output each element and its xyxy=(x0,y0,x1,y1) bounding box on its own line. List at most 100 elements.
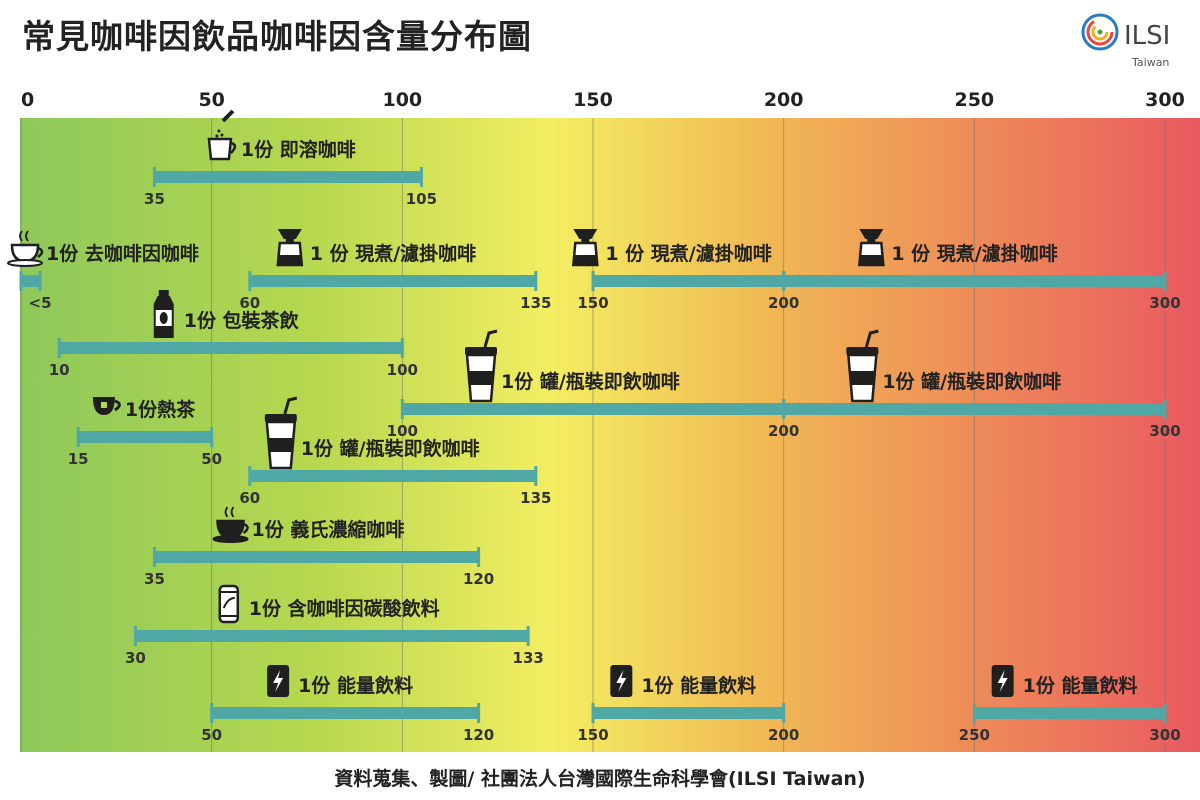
range-group: 50 120 1份 能量飲料 xyxy=(201,665,494,744)
x-tick-label: 0 xyxy=(21,89,34,111)
range-bar xyxy=(249,470,536,482)
x-axis-ticks: 0 50 100 150 200 250 300 xyxy=(21,89,1185,111)
x-tick-label: 100 xyxy=(382,89,422,111)
range-max-label: <5 xyxy=(29,294,52,312)
range-group: 300 1 份 現煮/濾掛咖啡 xyxy=(782,229,1181,312)
range-label: 1份熱茶 xyxy=(125,398,196,421)
range-min-label: 50 xyxy=(201,726,222,744)
range-label: 1 份 現煮/濾掛咖啡 xyxy=(891,242,1057,265)
range-group: 250 300 1份 能量飲料 xyxy=(959,665,1181,744)
range-max-label: 133 xyxy=(513,649,544,667)
coffee-cup-icon xyxy=(7,230,44,267)
range-min-label: 30 xyxy=(125,649,146,667)
range-label: 1份 去咖啡因咖啡 xyxy=(46,242,199,265)
range-group: 300 1份 罐/瓶裝即飲咖啡 xyxy=(782,329,1181,440)
range-group: <5 1份 去咖啡因咖啡 xyxy=(7,230,199,312)
range-group: 100 200 1份 罐/瓶裝即飲咖啡 xyxy=(387,329,799,440)
range-label: 1份 義氏濃縮咖啡 xyxy=(252,518,405,541)
range-label: 1份 含咖啡因碳酸飲料 xyxy=(249,597,440,620)
range-bar xyxy=(154,171,422,183)
pour-over-icon xyxy=(571,229,599,267)
range-min-label: 250 xyxy=(959,726,990,744)
range-bar xyxy=(211,707,479,719)
range-group: 30 133 1份 含咖啡因碳酸飲料 xyxy=(125,584,544,667)
range-bar xyxy=(783,275,1165,287)
ilsi-logo: ILSI Taiwan xyxy=(1081,13,1170,69)
range-max-label: 50 xyxy=(201,450,222,468)
espresso-icon xyxy=(212,506,249,543)
takeaway-cup-icon xyxy=(465,329,498,403)
instant-coffee-icon xyxy=(207,109,237,161)
range-label: 1份 包裝茶飲 xyxy=(184,309,300,332)
takeaway-cup-icon xyxy=(264,396,298,470)
x-tick-label: 300 xyxy=(1145,89,1185,111)
range-max-label: 300 xyxy=(1149,726,1180,744)
range-max-label: 105 xyxy=(406,190,437,208)
range-bar xyxy=(593,707,784,719)
range-max-label: 135 xyxy=(520,489,551,507)
range-label: 1份 即溶咖啡 xyxy=(241,138,356,161)
range-group: 150 200 1份 能量飲料 xyxy=(577,665,799,744)
takeaway-cup-icon xyxy=(846,329,879,403)
ilsi-logo-mark xyxy=(1081,13,1119,51)
range-max-label: 120 xyxy=(463,570,494,588)
range-min-label: 60 xyxy=(239,489,260,507)
range-group: 35 120 1份 義氏濃縮咖啡 xyxy=(144,506,494,588)
energy-drink-icon xyxy=(991,665,1014,697)
range-group: 35 105 1份 即溶咖啡 xyxy=(144,109,437,208)
range-max-label: 120 xyxy=(463,726,494,744)
range-group: 15 50 1份熱茶 xyxy=(68,397,222,468)
chart-background xyxy=(20,118,1200,752)
range-min-label: 60 xyxy=(239,294,260,312)
source-credit: 資料蒐集、製圖/ 社團法人台灣國際生命科學會(ILSI Taiwan) xyxy=(334,768,866,790)
x-tick-label: 250 xyxy=(954,89,994,111)
range-group: 60 135 1 份 現煮/濾掛咖啡 xyxy=(239,229,551,312)
range-max-label: 200 xyxy=(768,726,799,744)
pour-over-icon xyxy=(276,229,304,267)
range-label: 1份 罐/瓶裝即飲咖啡 xyxy=(501,370,680,393)
range-group: 150 200 1 份 現煮/濾掛咖啡 xyxy=(571,229,799,312)
range-bar xyxy=(154,551,479,563)
range-bar xyxy=(974,707,1165,719)
range-bar xyxy=(783,403,1165,415)
range-min-label: 35 xyxy=(144,190,165,208)
chart-title: 常見咖啡因飲品咖啡因含量分布圖 xyxy=(22,17,532,56)
range-label: 1份 能量飲料 xyxy=(1023,674,1138,697)
range-label: 1份 能量飲料 xyxy=(641,674,756,697)
tea-cup-icon xyxy=(92,397,121,415)
range-min-label: 150 xyxy=(577,726,608,744)
range-bar xyxy=(593,275,784,287)
range-label: 1 份 現煮/濾掛咖啡 xyxy=(605,242,771,265)
range-max-label: 200 xyxy=(768,422,799,440)
range-max-label: 100 xyxy=(387,361,418,379)
x-tick-label: 150 xyxy=(573,89,613,111)
energy-drink-icon xyxy=(267,665,290,697)
range-bar xyxy=(402,403,784,415)
range-bar xyxy=(21,275,41,287)
range-bar xyxy=(59,342,403,354)
range-group: 60 135 1份 罐/瓶裝即飲咖啡 xyxy=(239,396,551,507)
ilsi-logo-text: ILSI xyxy=(1124,21,1170,51)
range-label: 1份 能量飲料 xyxy=(298,674,413,697)
x-tick-label: 50 xyxy=(198,89,224,111)
range-bar xyxy=(249,275,536,287)
range-label: 1份 罐/瓶裝即飲咖啡 xyxy=(882,370,1061,393)
range-min-label: 15 xyxy=(68,450,89,468)
range-max-label: 200 xyxy=(768,294,799,312)
tea-bottle-icon xyxy=(153,290,174,338)
range-min-label: 35 xyxy=(144,570,165,588)
energy-drink-icon xyxy=(610,665,633,697)
range-max-label: 135 xyxy=(520,294,551,312)
cola-can-icon xyxy=(218,584,240,624)
range-max-label: 300 xyxy=(1149,422,1180,440)
range-min-label: 150 xyxy=(577,294,608,312)
range-min-label: 10 xyxy=(49,361,70,379)
pour-over-icon xyxy=(857,229,885,267)
range-max-label: 300 xyxy=(1149,294,1180,312)
ilsi-logo-subtitle: Taiwan xyxy=(1131,56,1169,69)
range-bar xyxy=(135,630,529,642)
x-tick-label: 200 xyxy=(764,89,804,111)
range-bar xyxy=(78,431,212,443)
